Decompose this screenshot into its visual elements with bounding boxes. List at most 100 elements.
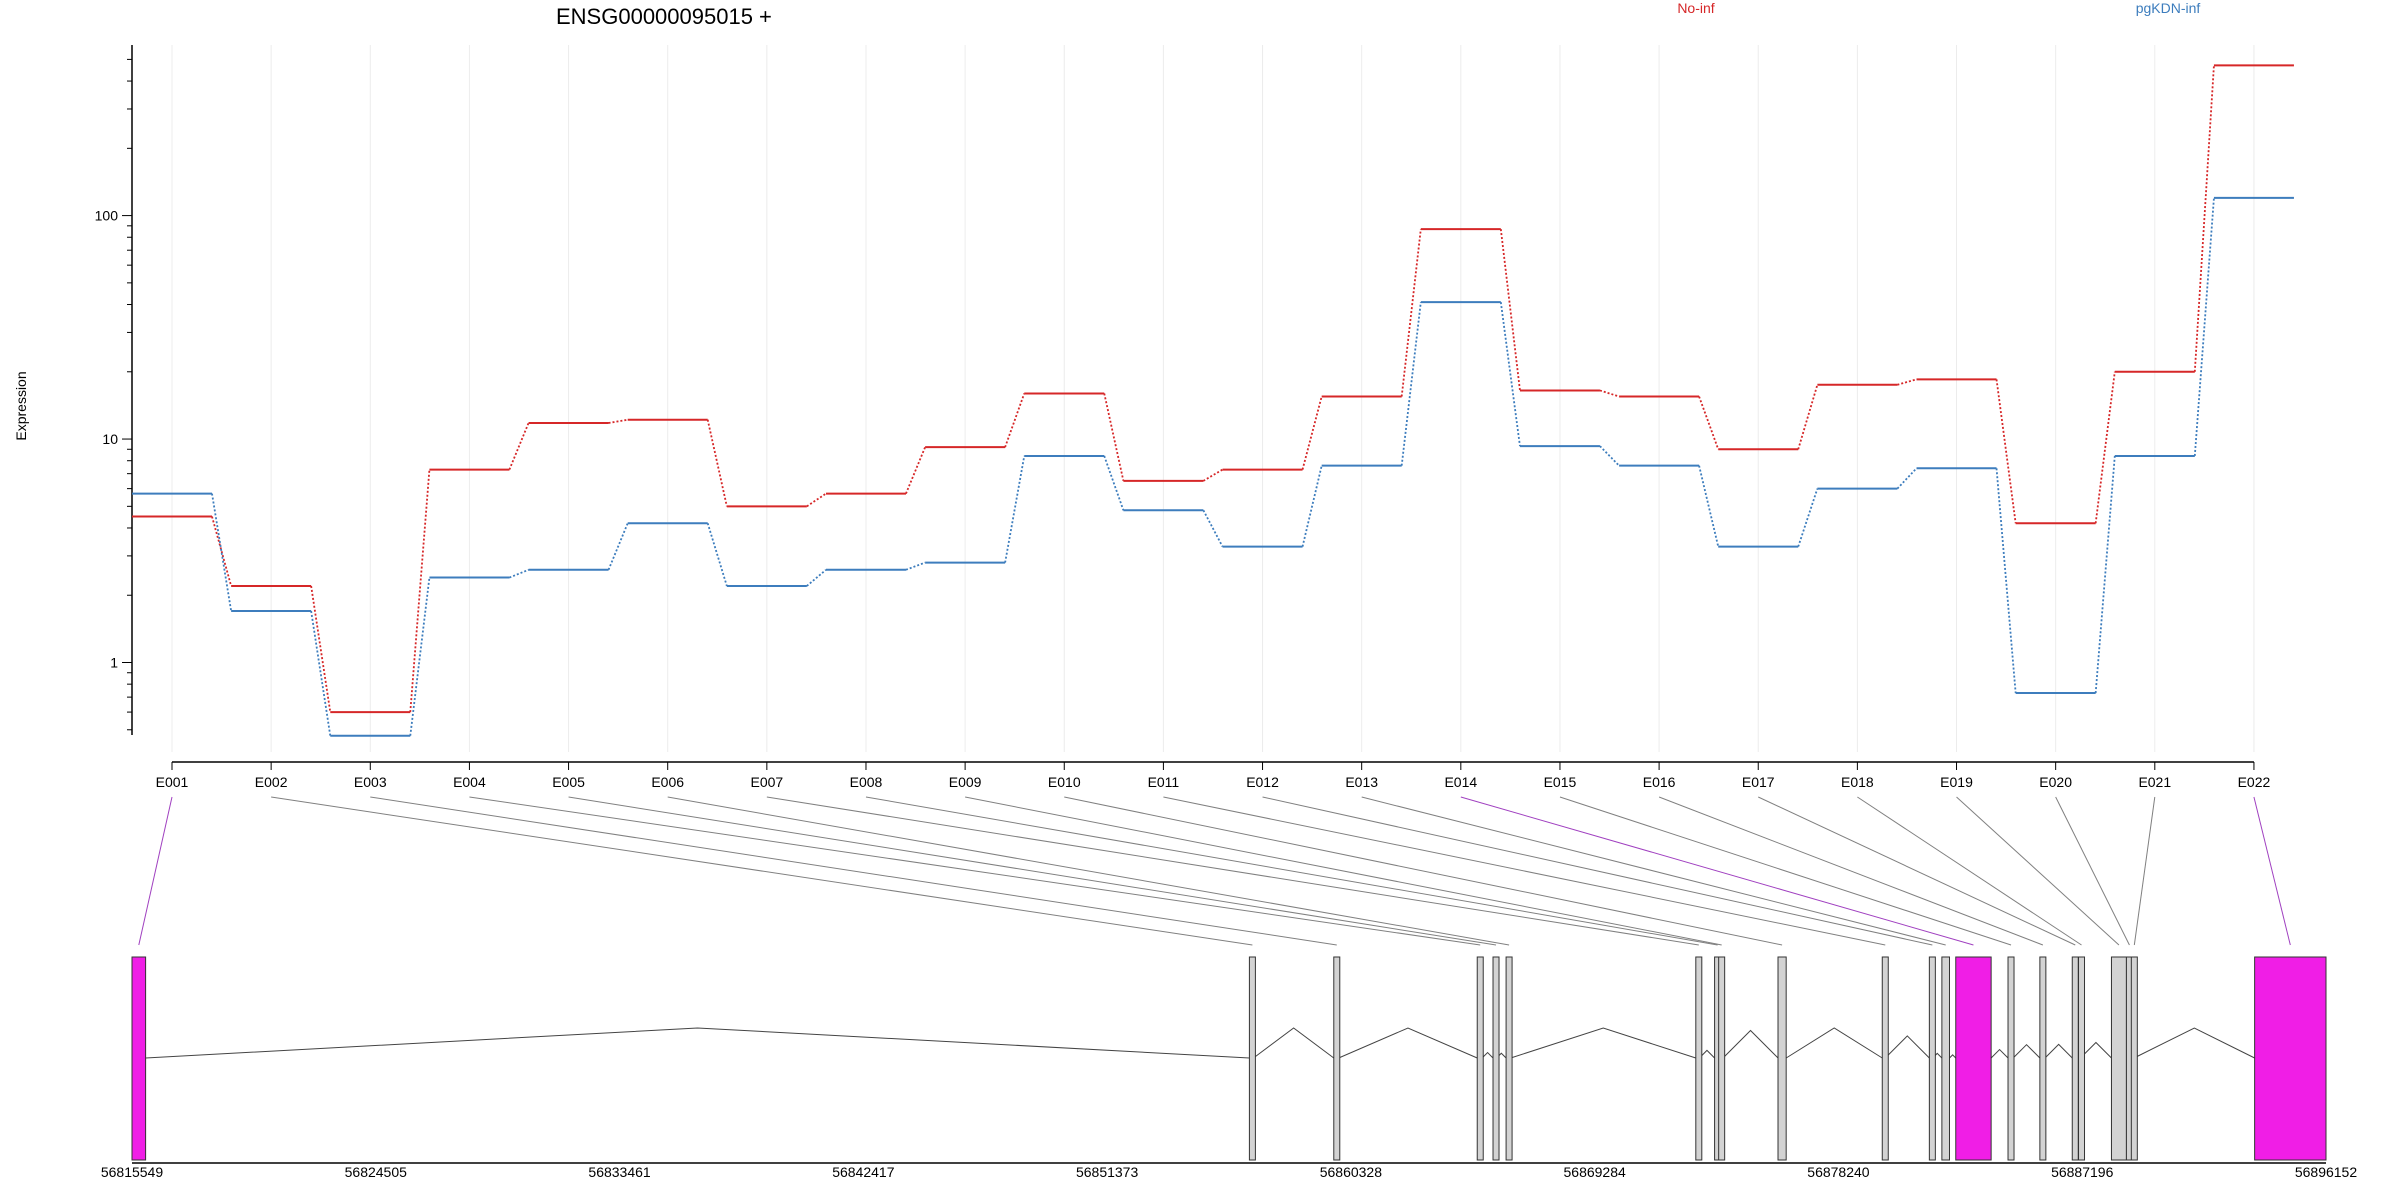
data-step-connector bbox=[905, 561, 926, 571]
exon-connector-e006 bbox=[667, 796, 1510, 946]
x-axis: E001 E002 E003 E004 E005 E006 E007 E008 E009 E010… bbox=[156, 761, 2270, 790]
chart-title: ENSG00000095015 + bbox=[556, 4, 772, 29]
data-step-connector bbox=[706, 419, 728, 507]
intron-arc bbox=[2080, 1041, 2112, 1059]
x-tick-label-e015: E015 bbox=[1544, 774, 1577, 790]
exon-box-e003 bbox=[1333, 956, 1341, 1161]
genomic-tick-label: 56815549 bbox=[101, 1164, 164, 1180]
exon-box-e006 bbox=[1505, 956, 1513, 1161]
data-step-connector bbox=[1202, 509, 1224, 548]
x-tick-label-e017: E017 bbox=[1742, 774, 1775, 790]
exon-connector-e008 bbox=[865, 796, 1718, 946]
data-step-connector bbox=[409, 577, 431, 736]
exon-connector-e004 bbox=[469, 796, 1481, 946]
genomic-tick-label: 56824505 bbox=[345, 1164, 408, 1180]
intron-arc bbox=[2133, 1027, 2255, 1059]
series-lines bbox=[132, 64, 2294, 737]
series-no-inf bbox=[132, 64, 2294, 714]
intron-arc bbox=[1510, 1027, 1696, 1059]
intron-arc bbox=[1481, 1051, 1494, 1059]
exon-connector-e003 bbox=[370, 796, 1337, 946]
data-step-connector bbox=[1797, 488, 1819, 547]
exon-box-e007 bbox=[1695, 956, 1703, 1161]
data-step-connector bbox=[608, 418, 628, 424]
x-tick-label-e001: E001 bbox=[156, 774, 189, 790]
exon-box-e019 bbox=[2110, 956, 2127, 1161]
legend-entry-no-inf: No-inf bbox=[1677, 0, 1714, 16]
x-tick-label-e016: E016 bbox=[1643, 774, 1676, 790]
data-step-connector bbox=[1499, 302, 1521, 447]
x-tick-label-e007: E007 bbox=[750, 774, 783, 790]
intron-arc bbox=[1990, 1048, 2009, 1059]
exon-connector-e016 bbox=[1658, 796, 2044, 946]
exon-box-e012 bbox=[1928, 956, 1936, 1161]
exon-connector-e015 bbox=[1559, 796, 2012, 946]
intron-arc bbox=[2012, 1043, 2041, 1059]
intron-arc bbox=[2044, 1043, 2073, 1059]
intron-arc bbox=[1253, 1027, 1335, 1059]
intron-arc bbox=[1722, 1029, 1779, 1059]
data-step-connector bbox=[1103, 393, 1125, 482]
data-step-connector bbox=[1004, 455, 1026, 563]
exon-connector-e001 bbox=[138, 796, 173, 946]
data-step-connector bbox=[1897, 378, 1917, 386]
intron-arc bbox=[1884, 1035, 1930, 1059]
genomic-tick-label: 56869284 bbox=[1564, 1164, 1627, 1180]
data-step-connector bbox=[1400, 302, 1422, 466]
exon-box-e010 bbox=[1777, 956, 1787, 1161]
data-step-connector bbox=[2193, 65, 2215, 372]
exon-connector-e009 bbox=[965, 796, 1722, 946]
exon-box-e001 bbox=[131, 956, 147, 1161]
exon-connector-e013 bbox=[1361, 796, 1946, 946]
x-tick-label-e019: E019 bbox=[1940, 774, 1973, 790]
exon-box-e021 bbox=[2130, 956, 2138, 1161]
genomic-tick-label: 56833461 bbox=[588, 1164, 651, 1180]
intron-arc bbox=[1338, 1027, 1478, 1059]
exon-connector-e021 bbox=[2133, 796, 2156, 946]
grid-lines bbox=[171, 45, 2255, 752]
x-tick-label-e020: E020 bbox=[2039, 774, 2072, 790]
exon-connector-e005 bbox=[568, 796, 1497, 946]
x-tick-label-e004: E004 bbox=[453, 774, 486, 790]
x-tick-label-e005: E005 bbox=[552, 774, 585, 790]
data-step-connector bbox=[1103, 455, 1125, 511]
legend-entry-pgkdn-inf: pgKDN-inf bbox=[2136, 0, 2201, 16]
exon-box-e017 bbox=[2071, 956, 2079, 1161]
data-step-connector bbox=[2094, 371, 2116, 524]
x-tick-label-e014: E014 bbox=[1444, 774, 1477, 790]
genomic-tick-label: 56896152 bbox=[2295, 1164, 2358, 1180]
data-step-connector bbox=[806, 569, 827, 587]
exon-box-e022 bbox=[2254, 956, 2327, 1161]
exon-box-e009 bbox=[1718, 956, 1726, 1161]
exon-connector-e022 bbox=[2253, 796, 2291, 946]
data-step-connector bbox=[1599, 389, 1620, 398]
data-step-connector bbox=[905, 446, 926, 494]
data-step-connector bbox=[1004, 393, 1026, 448]
x-tick-label-e021: E021 bbox=[2138, 774, 2171, 790]
y-axis-label: Expression bbox=[13, 371, 29, 440]
data-step-connector bbox=[1301, 465, 1323, 547]
y-tick-label: 100 bbox=[95, 208, 119, 224]
x-tick-label-e008: E008 bbox=[850, 774, 883, 790]
exon-box-e014 bbox=[1955, 956, 1992, 1161]
exon-connector-e017 bbox=[1758, 796, 2076, 946]
data-step-connector bbox=[806, 492, 827, 508]
exon-box-e018 bbox=[2078, 956, 2086, 1161]
exon-box-e013 bbox=[1941, 956, 1950, 1161]
x-tick-label-e010: E010 bbox=[1048, 774, 1081, 790]
data-step-connector bbox=[1301, 396, 1323, 470]
data-step-connector bbox=[508, 422, 530, 470]
data-step-connector bbox=[1797, 384, 1819, 450]
x-tick-label-e011: E011 bbox=[1148, 774, 1180, 790]
data-step-connector bbox=[211, 516, 233, 587]
x-tick-label-e009: E009 bbox=[949, 774, 982, 790]
x-tick-label-e013: E013 bbox=[1345, 774, 1378, 790]
data-step-connector bbox=[1995, 379, 2017, 524]
exon-connector-e020 bbox=[2055, 796, 2130, 946]
data-step-connector bbox=[2193, 197, 2215, 457]
x-tick-label-e003: E003 bbox=[354, 774, 387, 790]
data-step-connector bbox=[310, 610, 332, 736]
x-tick-label-e018: E018 bbox=[1841, 774, 1874, 790]
genomic-axis: 56815549 56824505 56833461 56842417 56851373… bbox=[101, 1162, 2358, 1180]
